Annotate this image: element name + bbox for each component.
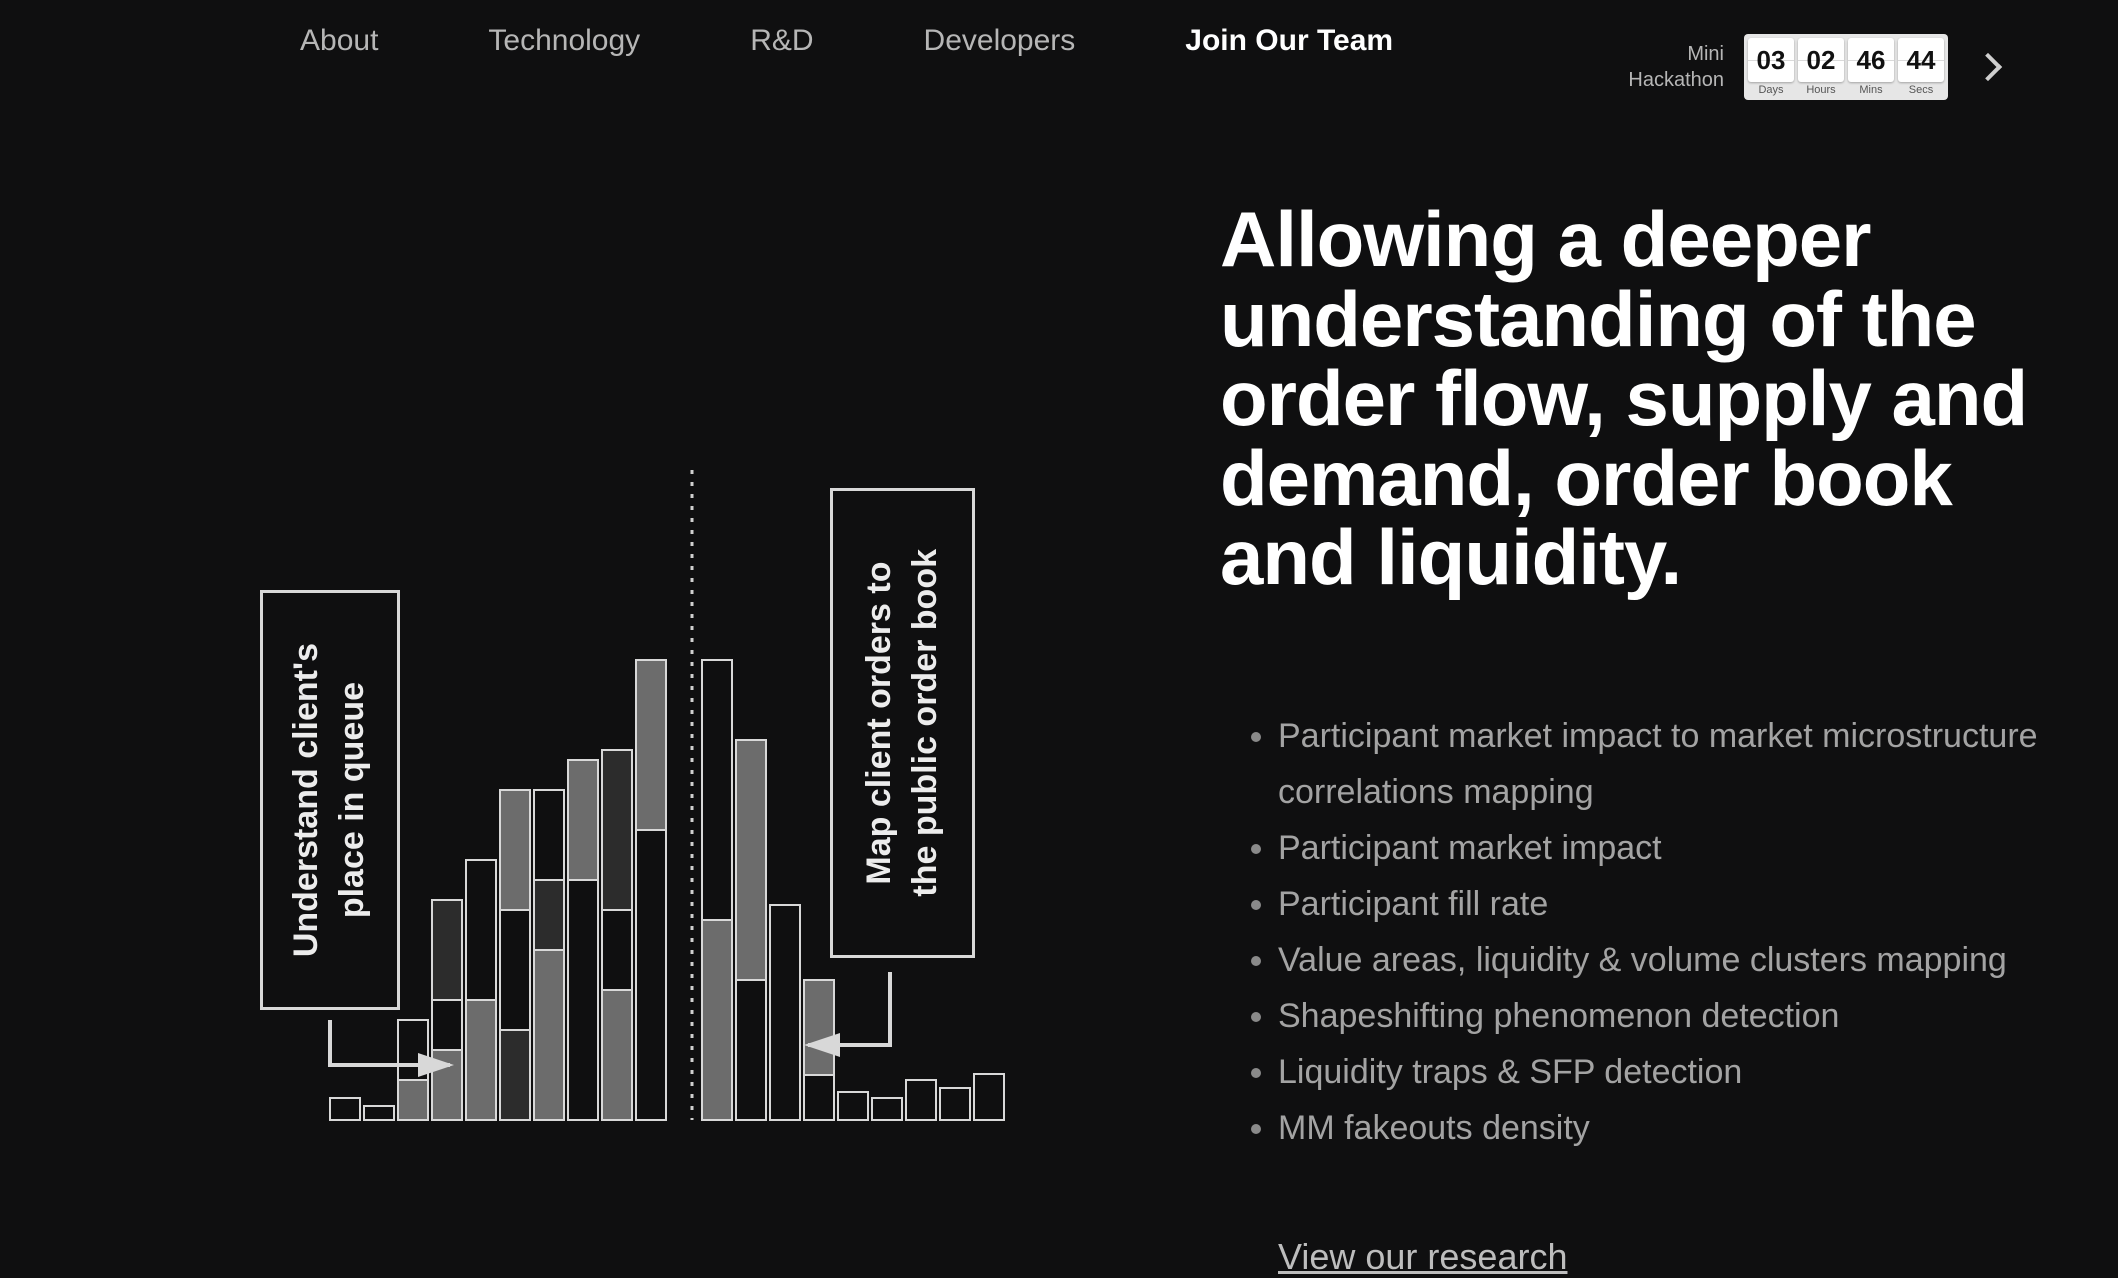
clock-secs-value: 44 [1898, 38, 1944, 82]
list-item: Participant market impact [1278, 820, 2040, 876]
callout-left-text: Understand client's place in queue [284, 643, 376, 957]
clock-days-label: Days [1758, 84, 1783, 96]
nav-about[interactable]: About [300, 24, 378, 58]
list-item: MM fakeouts density [1278, 1100, 2040, 1156]
countdown-clock: 03 Days 02 Hours 46 Mins 44 Secs [1744, 34, 1948, 100]
feature-list: Participant market impact to market micr… [1278, 708, 2040, 1157]
hackathon-label-line2: Hackathon [1628, 67, 1724, 93]
hackathon-widget: Mini Hackathon 03 Days 02 Hours 46 Mins … [1628, 34, 1998, 100]
clock-days-value: 03 [1748, 38, 1794, 82]
callout-right: Map client orders to the public order bo… [830, 488, 975, 958]
view-research-link[interactable]: View our research [1278, 1236, 1567, 1278]
clock-secs-label: Secs [1909, 84, 1933, 96]
top-nav: About Technology R&D Developers Join Our… [0, 24, 2118, 58]
list-item: Shapeshifting phenomenon detection [1278, 988, 2040, 1044]
chevron-right-icon[interactable] [1974, 53, 2002, 81]
callout-right-text: Map client orders to the public order bo… [857, 549, 949, 897]
list-item: Value areas, liquidity & volume clusters… [1278, 932, 2040, 988]
list-item: Liquidity traps & SFP detection [1278, 1044, 2040, 1100]
clock-secs: 44 Secs [1898, 38, 1944, 96]
clock-hours: 02 Hours [1798, 38, 1844, 96]
nav-technology[interactable]: Technology [488, 24, 640, 58]
hackathon-label: Mini Hackathon [1628, 41, 1724, 93]
list-item: Participant fill rate [1278, 876, 2040, 932]
list-item: Participant market impact to market micr… [1278, 708, 2040, 820]
headline: Allowing a deeper understanding of the o… [1220, 200, 2040, 598]
clock-mins-value: 46 [1848, 38, 1894, 82]
nav-developers[interactable]: Developers [924, 24, 1076, 58]
clock-hours-value: 02 [1798, 38, 1844, 82]
nav-rnd[interactable]: R&D [750, 24, 813, 58]
clock-hours-label: Hours [1806, 84, 1835, 96]
clock-mins-label: Mins [1859, 84, 1882, 96]
content-column: Allowing a deeper understanding of the o… [1220, 200, 2040, 1278]
clock-mins: 46 Mins [1848, 38, 1894, 96]
hackathon-label-line1: Mini [1628, 41, 1724, 67]
nav-links: About Technology R&D Developers Join Our… [300, 24, 1393, 58]
callout-left: Understand client's place in queue [260, 590, 400, 1010]
orderbook-diagram: Understand client's place in queue Map c… [330, 340, 1070, 1120]
main-section: Understand client's place in queue Map c… [0, 200, 2118, 1268]
nav-join-team[interactable]: Join Our Team [1185, 24, 1393, 58]
clock-days: 03 Days [1748, 38, 1794, 96]
